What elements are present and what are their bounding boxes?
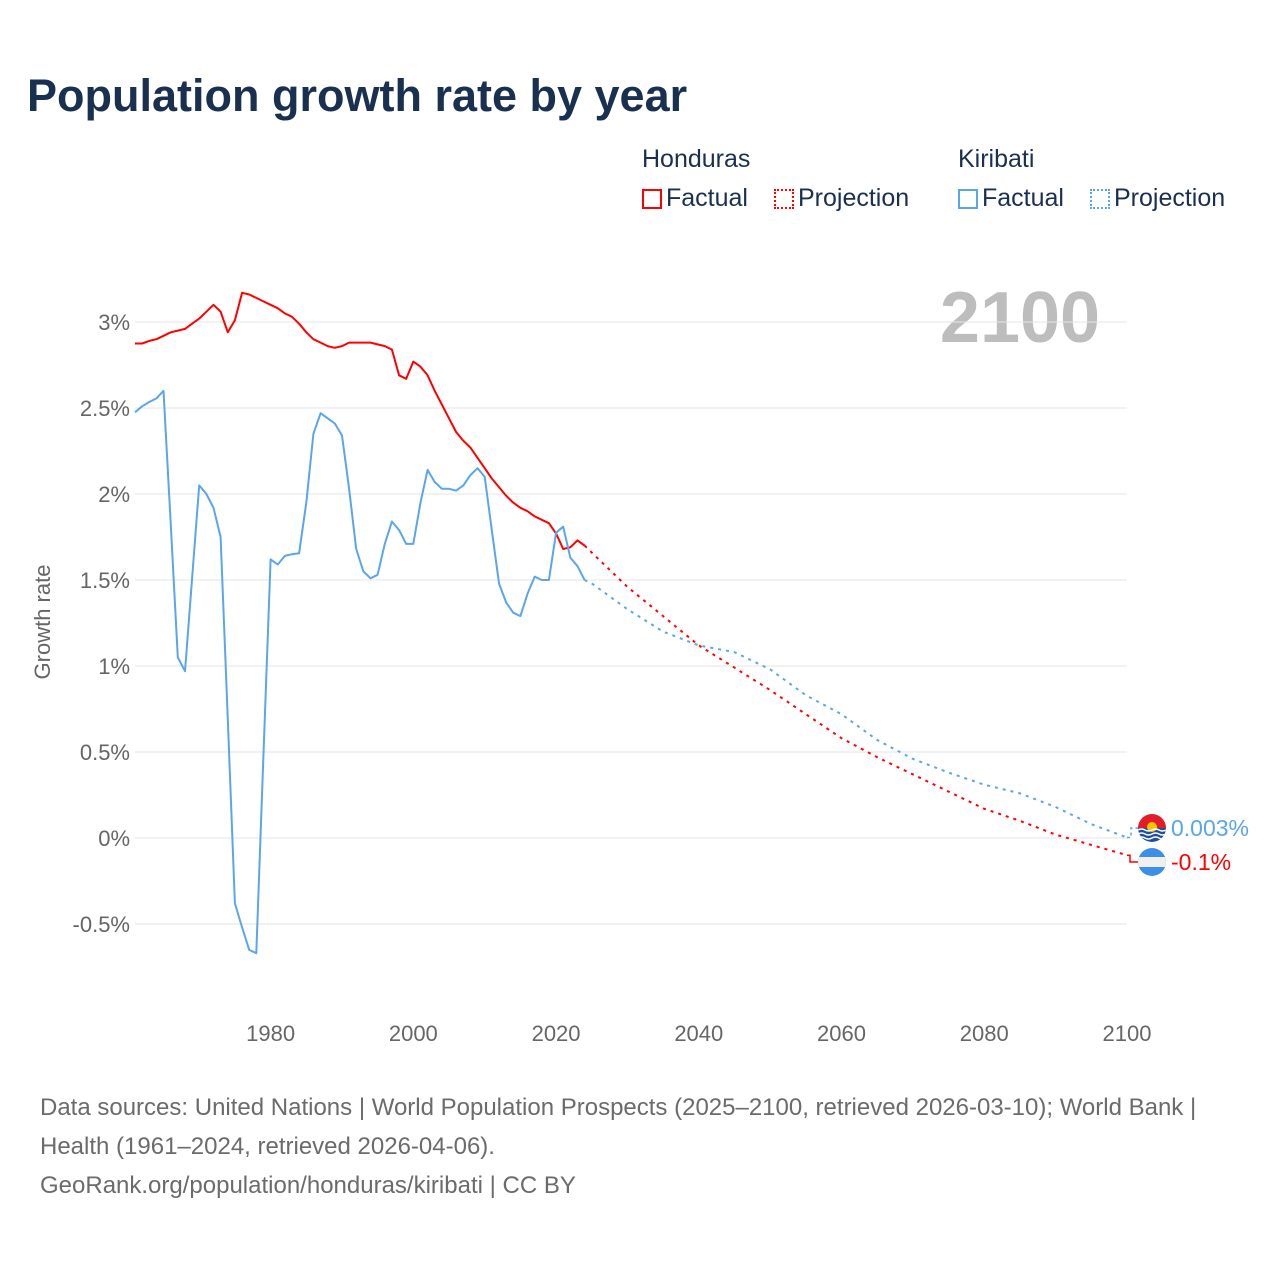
y-tick-label: 0% <box>98 826 130 851</box>
dotted-swatch-icon <box>1089 188 1110 209</box>
data-sources: Data sources: United Nations | World Pop… <box>40 1094 1197 1160</box>
legend-honduras: Honduras Factual Projection <box>642 145 927 213</box>
legend-label: Projection <box>797 184 910 212</box>
kiribati-projection-line <box>584 579 1128 839</box>
legend-country-name: Kiribati <box>958 145 1035 173</box>
x-tick-label: 1980 <box>246 1021 295 1046</box>
y-tick-label: -0.5% <box>73 912 130 937</box>
honduras-factual-line <box>135 291 586 550</box>
x-tick-label: 2000 <box>389 1021 438 1046</box>
legend-kiribati: Kiribati Factual Projection <box>958 145 1243 213</box>
y-tick-label: 1% <box>98 654 130 679</box>
legend-item-kiribati-factual[interactable]: Factual <box>958 184 1064 213</box>
x-tick-label: 2080 <box>960 1021 1009 1046</box>
x-tick-label: 2020 <box>532 1021 581 1046</box>
legend-label: Factual <box>666 184 748 212</box>
honduras-end-value: -0.1% <box>1171 849 1231 875</box>
legend-country-name: Honduras <box>642 145 751 173</box>
legend-item-honduras-factual[interactable]: Factual <box>642 184 748 213</box>
y-tick-label: 2.5% <box>80 396 130 421</box>
credit-link[interactable]: GeoRank.org/population/honduras/kiribati… <box>40 1172 576 1199</box>
footer: Data sources: United Nations | World Pop… <box>40 1088 1240 1205</box>
kiribati-connector <box>1127 827 1138 839</box>
x-tick-label: 2060 <box>817 1021 866 1046</box>
y-tick-label: 2% <box>98 482 130 507</box>
dotted-swatch-icon <box>773 188 794 209</box>
kiribati-factual-line <box>134 389 586 955</box>
x-tick-label: 2100 <box>1103 1021 1152 1046</box>
x-tick-label: 2040 <box>674 1021 723 1046</box>
legend-item-honduras-projection[interactable]: Projection <box>773 184 910 213</box>
solid-swatch-icon <box>642 188 662 209</box>
honduras-flag-icon <box>1138 848 1166 876</box>
kiribati-flag-icon <box>1138 814 1166 842</box>
honduras-connector <box>1127 854 1138 863</box>
current-year-label: 2100 <box>940 278 1100 358</box>
chart-title: Population growth rate by year <box>27 70 688 121</box>
y-tick-label: 0.5% <box>80 740 130 765</box>
legend-item-kiribati-projection[interactable]: Projection <box>1089 184 1226 213</box>
y-axis-label: Growth rate <box>30 565 55 680</box>
solid-swatch-icon <box>958 188 978 209</box>
honduras-projection-line <box>583 544 1128 857</box>
y-tick-label: 1.5% <box>80 568 130 593</box>
legend-label: Projection <box>1113 184 1226 212</box>
kiribati-end-value: 0.003% <box>1171 815 1249 841</box>
y-tick-label: 3% <box>98 310 130 335</box>
legend-label: Factual <box>982 184 1064 212</box>
